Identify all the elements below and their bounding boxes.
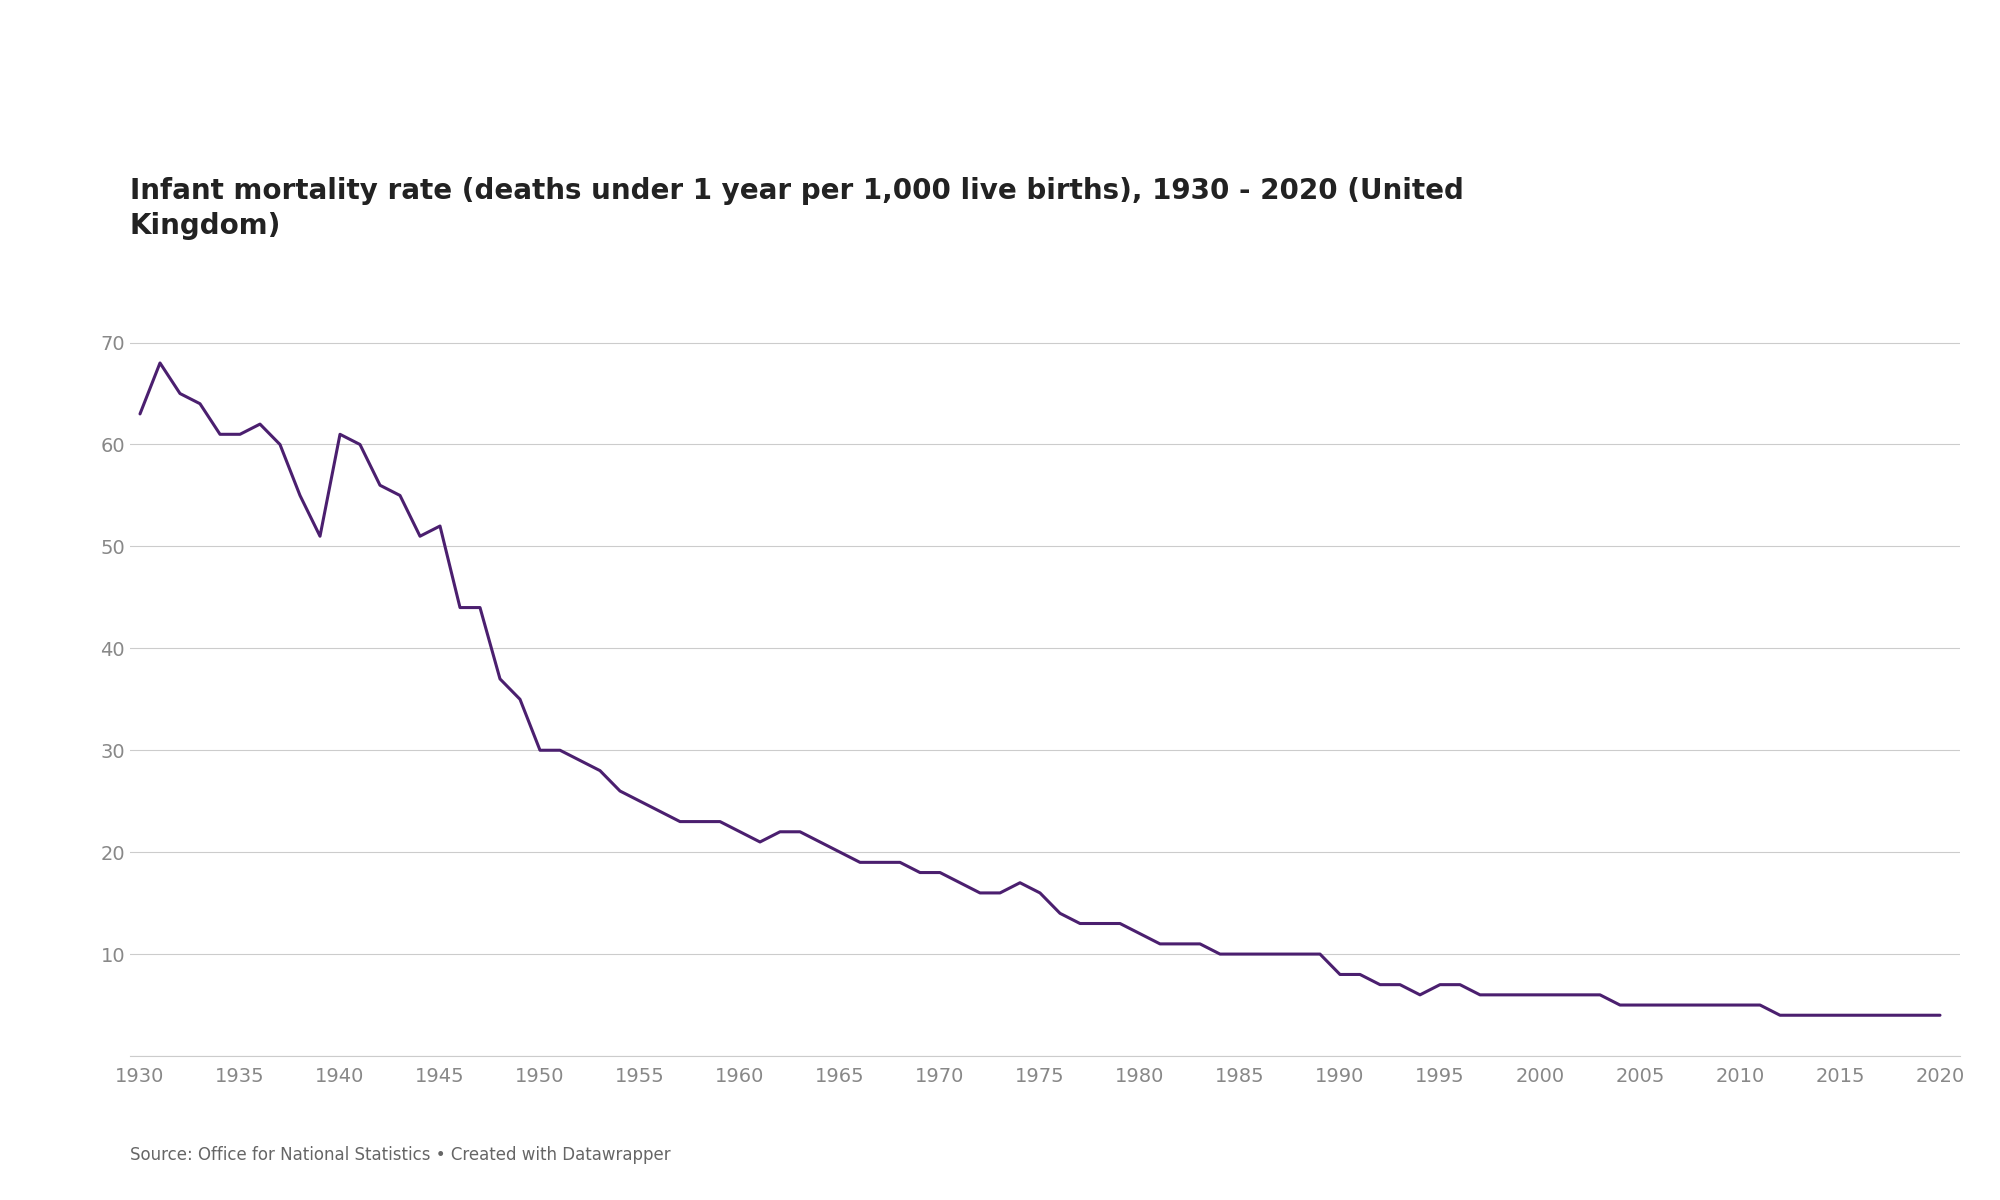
Text: Infant mortality rate (deaths under 1 year per 1,000 live births), 1930 - 2020 (: Infant mortality rate (deaths under 1 ye… bbox=[130, 178, 1464, 240]
Text: Source: Office for National Statistics • Created with Datawrapper: Source: Office for National Statistics •… bbox=[130, 1146, 670, 1164]
